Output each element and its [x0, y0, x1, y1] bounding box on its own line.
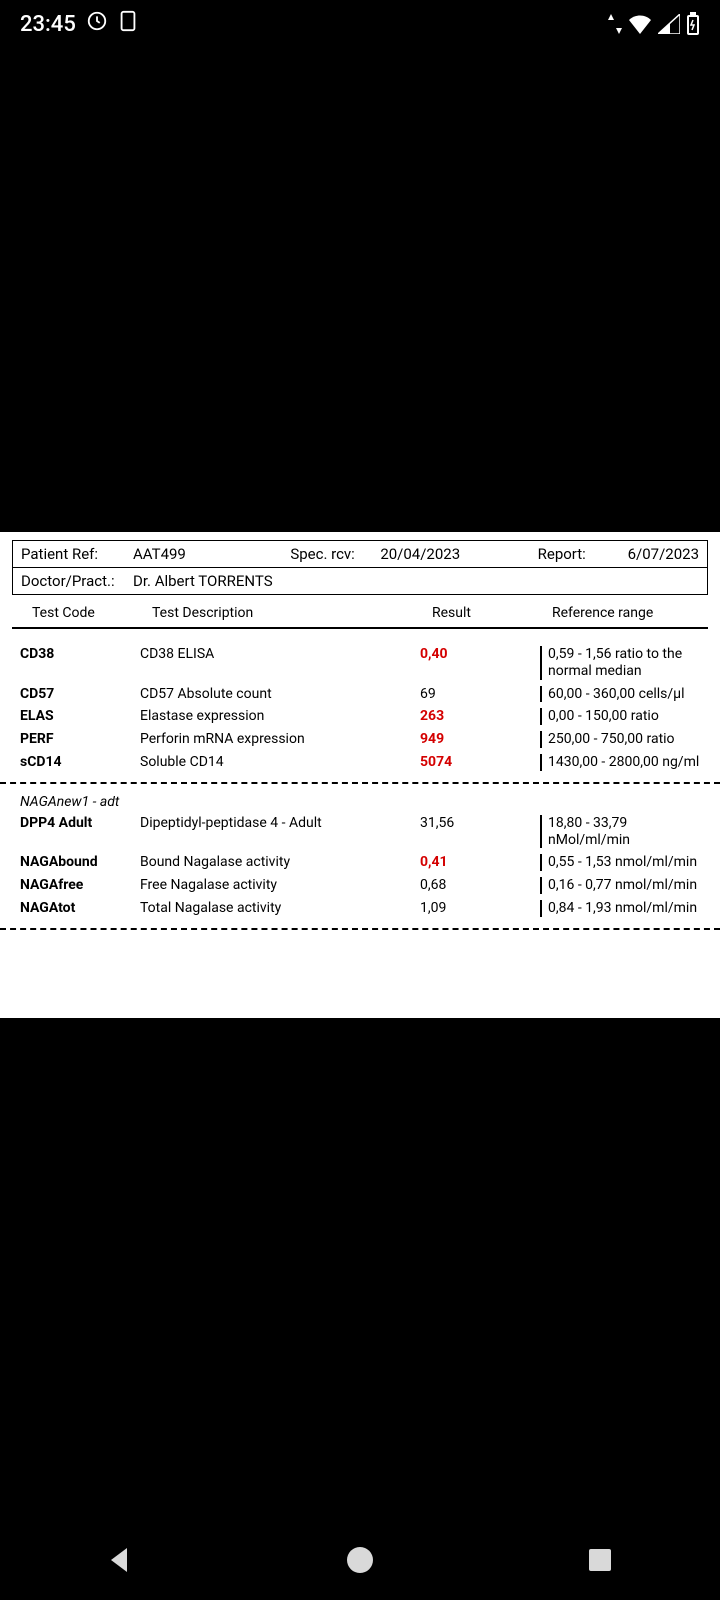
- test-row: CD38CD38 ELISA0,400,59 - 1,56 ratio to t…: [12, 643, 708, 683]
- test-result: 263: [420, 708, 540, 724]
- status-time: 23:45: [20, 12, 76, 37]
- status-right: [608, 12, 700, 36]
- test-code: NAGAbound: [20, 854, 140, 870]
- col-result: Result: [432, 605, 552, 621]
- reference-range: 0,55 - 1,53 nmol/ml/min: [540, 854, 700, 871]
- system-nav-bar: [0, 1520, 720, 1600]
- test-row: CD57CD57 Absolute count6960,00 - 360,00 …: [12, 683, 708, 706]
- spec-rcv-value: 20/04/2023: [380, 545, 510, 563]
- status-left: 23:45: [20, 10, 138, 38]
- status-bar: 23:45: [0, 0, 720, 48]
- battery-icon: [686, 12, 700, 36]
- data-arrows-icon: [608, 14, 622, 34]
- reference-range: 18,80 - 33,79 nMol/ml/min: [540, 815, 700, 849]
- test-description: Soluble CD14: [140, 754, 420, 770]
- test-description: Total Nagalase activity: [140, 900, 420, 916]
- test-result: 5074: [420, 754, 540, 770]
- test-code: PERF: [20, 731, 140, 747]
- test-result: 1,09: [420, 900, 540, 916]
- col-desc: Test Description: [152, 605, 432, 621]
- test-row: sCD14Soluble CD1450741430,00 - 2800,00 n…: [12, 751, 708, 774]
- test-result: 0,41: [420, 854, 540, 870]
- wifi-icon: [628, 14, 652, 34]
- signal-icon: [658, 14, 680, 34]
- test-row: ELASElastase expression2630,00 - 150,00 …: [12, 705, 708, 728]
- section-2-title: NAGAnew1 - adt: [12, 792, 708, 812]
- test-code: CD38: [20, 646, 140, 662]
- nav-back-button[interactable]: [100, 1540, 140, 1580]
- test-code: NAGAtot: [20, 900, 140, 916]
- reference-range: 0,84 - 1,93 nmol/ml/min: [540, 900, 700, 917]
- section-divider-1: [0, 782, 720, 784]
- report-date-label: Report:: [538, 545, 628, 563]
- test-description: Perforin mRNA expression: [140, 731, 420, 747]
- test-result: 31,56: [420, 815, 540, 831]
- test-description: Free Nagalase activity: [140, 877, 420, 893]
- test-row: NAGAboundBound Nagalase activity0,410,55…: [12, 851, 708, 874]
- test-description: CD38 ELISA: [140, 646, 420, 662]
- patient-ref-label: Patient Ref:: [21, 545, 133, 563]
- test-row: NAGAtotTotal Nagalase activity1,090,84 -…: [12, 897, 708, 920]
- section-2-wrapper: NAGAnew1 - adt DPP4 AdultDipeptidyl-pept…: [12, 792, 708, 920]
- card-icon: [118, 10, 138, 38]
- column-headers: Test Code Test Description Result Refere…: [12, 599, 708, 629]
- reference-range: 0,00 - 150,00 ratio: [540, 708, 700, 725]
- test-description: Dipeptidyl-peptidase 4 - Adult: [140, 815, 420, 831]
- test-result: 69: [420, 686, 540, 702]
- reference-range: 0,16 - 0,77 nmol/ml/min: [540, 877, 700, 894]
- patient-ref-value: AAT499: [133, 545, 263, 563]
- doctor-value: Dr. Albert TORRENTS: [133, 572, 273, 590]
- spec-rcv-label: Spec. rcv:: [290, 545, 380, 563]
- reference-range: 60,00 - 360,00 cells/µl: [540, 686, 700, 703]
- test-description: Elastase expression: [140, 708, 420, 724]
- test-row: NAGAfreeFree Nagalase activity0,680,16 -…: [12, 874, 708, 897]
- nav-recent-button[interactable]: [580, 1540, 620, 1580]
- test-code: CD57: [20, 686, 140, 702]
- reference-range: 0,59 - 1,56 ratio to the normal median: [540, 646, 700, 680]
- test-result: 949: [420, 731, 540, 747]
- test-code: ELAS: [20, 708, 140, 724]
- test-code: DPP4 Adult: [20, 815, 140, 831]
- section-1-rows: CD38CD38 ELISA0,400,59 - 1,56 ratio to t…: [12, 643, 708, 774]
- test-row: PERFPerforin mRNA expression949250,00 - …: [12, 728, 708, 751]
- whatsapp-icon: [86, 10, 108, 38]
- test-result: 0,68: [420, 877, 540, 893]
- doctor-label: Doctor/Pract.:: [21, 572, 133, 590]
- report-header-box: Patient Ref: AAT499 Spec. rcv: 20/04/202…: [12, 540, 708, 595]
- test-result: 0,40: [420, 646, 540, 662]
- test-description: Bound Nagalase activity: [140, 854, 420, 870]
- section-divider-2: [0, 928, 720, 930]
- test-code: NAGAfree: [20, 877, 140, 893]
- reference-range: 1430,00 - 2800,00 ng/ml: [540, 754, 700, 771]
- test-code: sCD14: [20, 754, 140, 770]
- test-description: CD57 Absolute count: [140, 686, 420, 702]
- header-row-1: Patient Ref: AAT499 Spec. rcv: 20/04/202…: [13, 541, 707, 567]
- header-row-2: Doctor/Pract.: Dr. Albert TORRENTS: [13, 567, 707, 594]
- report-date-value: 6/07/2023: [628, 545, 699, 563]
- col-ref: Reference range: [552, 605, 688, 621]
- section-2-rows: DPP4 AdultDipeptidyl-peptidase 4 - Adult…: [12, 812, 708, 920]
- test-row: DPP4 AdultDipeptidyl-peptidase 4 - Adult…: [12, 812, 708, 852]
- nav-home-button[interactable]: [340, 1540, 380, 1580]
- col-code: Test Code: [32, 605, 152, 621]
- lab-report-document[interactable]: Patient Ref: AAT499 Spec. rcv: 20/04/202…: [0, 532, 720, 1018]
- reference-range: 250,00 - 750,00 ratio: [540, 731, 700, 748]
